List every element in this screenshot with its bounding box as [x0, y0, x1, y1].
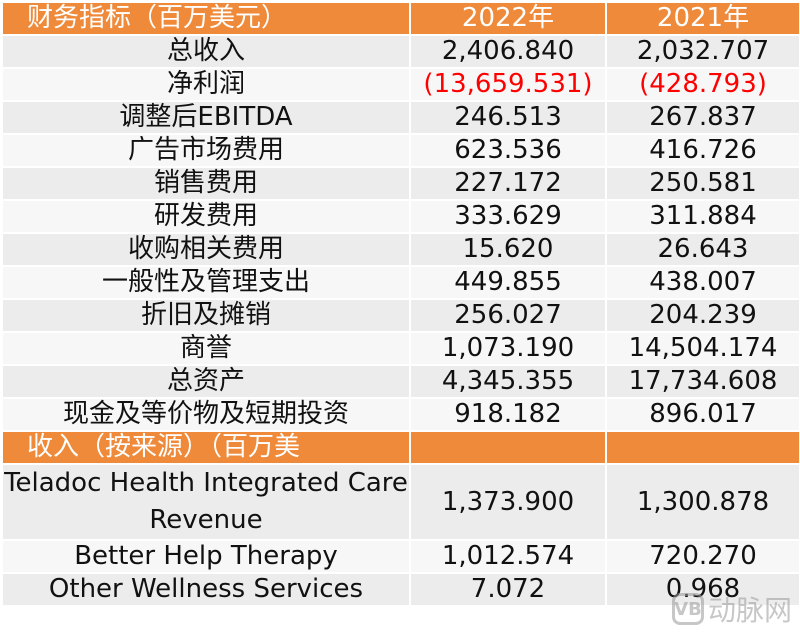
value-2022: 623.536 [409, 133, 607, 168]
metric-cell: 商誉 [1, 331, 411, 366]
table-row: 净利润 (13,659.531) (428.793) [1, 67, 800, 102]
value-2022: 227.172 [409, 166, 607, 201]
value-2021: 250.581 [605, 166, 800, 201]
watermark-logo-icon: VB [671, 593, 704, 625]
metric-cell: 总资产 [1, 364, 411, 399]
value-2021: 2,032.707 [605, 34, 800, 69]
value-2021: 1,300.878 [605, 463, 800, 541]
table-row: 总资产 4,345.355 17,734.608 [1, 364, 800, 399]
value-2021: 438.007 [605, 265, 800, 300]
value-2021: 204.239 [605, 298, 800, 333]
value-2021: 416.726 [605, 133, 800, 168]
table-row: 广告市场费用 623.536 416.726 [1, 133, 800, 168]
revenue-source-cell: Teladoc Health Integrated Care Revenue [1, 463, 411, 541]
value-2022: 7.072 [409, 572, 607, 607]
table-row: 收购相关费用 15.620 26.643 [1, 232, 800, 267]
watermark-text: 动脉网 [707, 594, 792, 627]
value-2022: 1,373.900 [409, 463, 607, 541]
value-2022: 333.629 [409, 199, 607, 234]
table-row: 现金及等价物及短期投资 918.182 896.017 [1, 397, 800, 432]
value-2021: 720.270 [605, 539, 800, 574]
value-2022: 1,012.574 [409, 539, 607, 574]
metric-cell: 现金及等价物及短期投资 [1, 397, 411, 432]
value-2022: 4,345.355 [409, 364, 607, 399]
table-row: 销售费用 227.172 250.581 [1, 166, 800, 201]
value-2022: 1,073.190 [409, 331, 607, 366]
header-year-2021: 2021年 [605, 1, 800, 36]
metric-cell: 研发费用 [1, 199, 411, 234]
value-2022: 15.620 [409, 232, 607, 267]
metric-cell: 总收入 [1, 34, 411, 69]
table-row: Better Help Therapy 1,012.574 720.270 [1, 539, 800, 574]
value-2022: 449.855 [409, 265, 607, 300]
metric-cell: 收购相关费用 [1, 232, 411, 267]
table-header-row: 财务指标（百万美元） 2022年 2021年 [1, 1, 800, 36]
revenue-header-col3 [605, 430, 800, 465]
value-2022: 246.513 [409, 100, 607, 135]
value-2021: 896.017 [605, 397, 800, 432]
value-2022: (13,659.531) [409, 67, 607, 102]
table-row: 一般性及管理支出 449.855 438.007 [1, 265, 800, 300]
header-metric: 财务指标（百万美元） [1, 1, 411, 36]
value-2021: 14,504.174 [605, 331, 800, 366]
metric-cell: 净利润 [1, 67, 411, 102]
metric-cell: 折旧及摊销 [1, 298, 411, 333]
metric-cell: 调整后EBITDA [1, 100, 411, 135]
metric-cell: 一般性及管理支出 [1, 265, 411, 300]
watermark: VB 动脉网 [671, 589, 792, 629]
value-2022: 256.027 [409, 298, 607, 333]
table-row: Teladoc Health Integrated Care Revenue 1… [1, 463, 800, 541]
metric-cell: 广告市场费用 [1, 133, 411, 168]
value-2021: 311.884 [605, 199, 800, 234]
value-2021: 267.837 [605, 100, 800, 135]
revenue-header-row: 收入（按来源）（百万美 [1, 430, 800, 465]
value-2021: 17,734.608 [605, 364, 800, 399]
table-row: 研发费用 333.629 311.884 [1, 199, 800, 234]
table-row: 商誉 1,073.190 14,504.174 [1, 331, 800, 366]
value-2022: 918.182 [409, 397, 607, 432]
value-2021: 26.643 [605, 232, 800, 267]
header-year-2022: 2022年 [409, 1, 607, 36]
value-2021: (428.793) [605, 67, 800, 102]
value-2022: 2,406.840 [409, 34, 607, 69]
revenue-header-label: 收入（按来源）（百万美 [1, 430, 411, 465]
table-row: 总收入 2,406.840 2,032.707 [1, 34, 800, 69]
table-row: 调整后EBITDA 246.513 267.837 [1, 100, 800, 135]
revenue-header-col2 [409, 430, 607, 465]
revenue-source-cell: Better Help Therapy [1, 539, 411, 574]
financial-table: 财务指标（百万美元） 2022年 2021年 总收入 2,406.840 2,0… [1, 1, 800, 607]
table-row: 折旧及摊销 256.027 204.239 [1, 298, 800, 333]
metric-cell: 销售费用 [1, 166, 411, 201]
revenue-source-cell: Other Wellness Services [1, 572, 411, 607]
